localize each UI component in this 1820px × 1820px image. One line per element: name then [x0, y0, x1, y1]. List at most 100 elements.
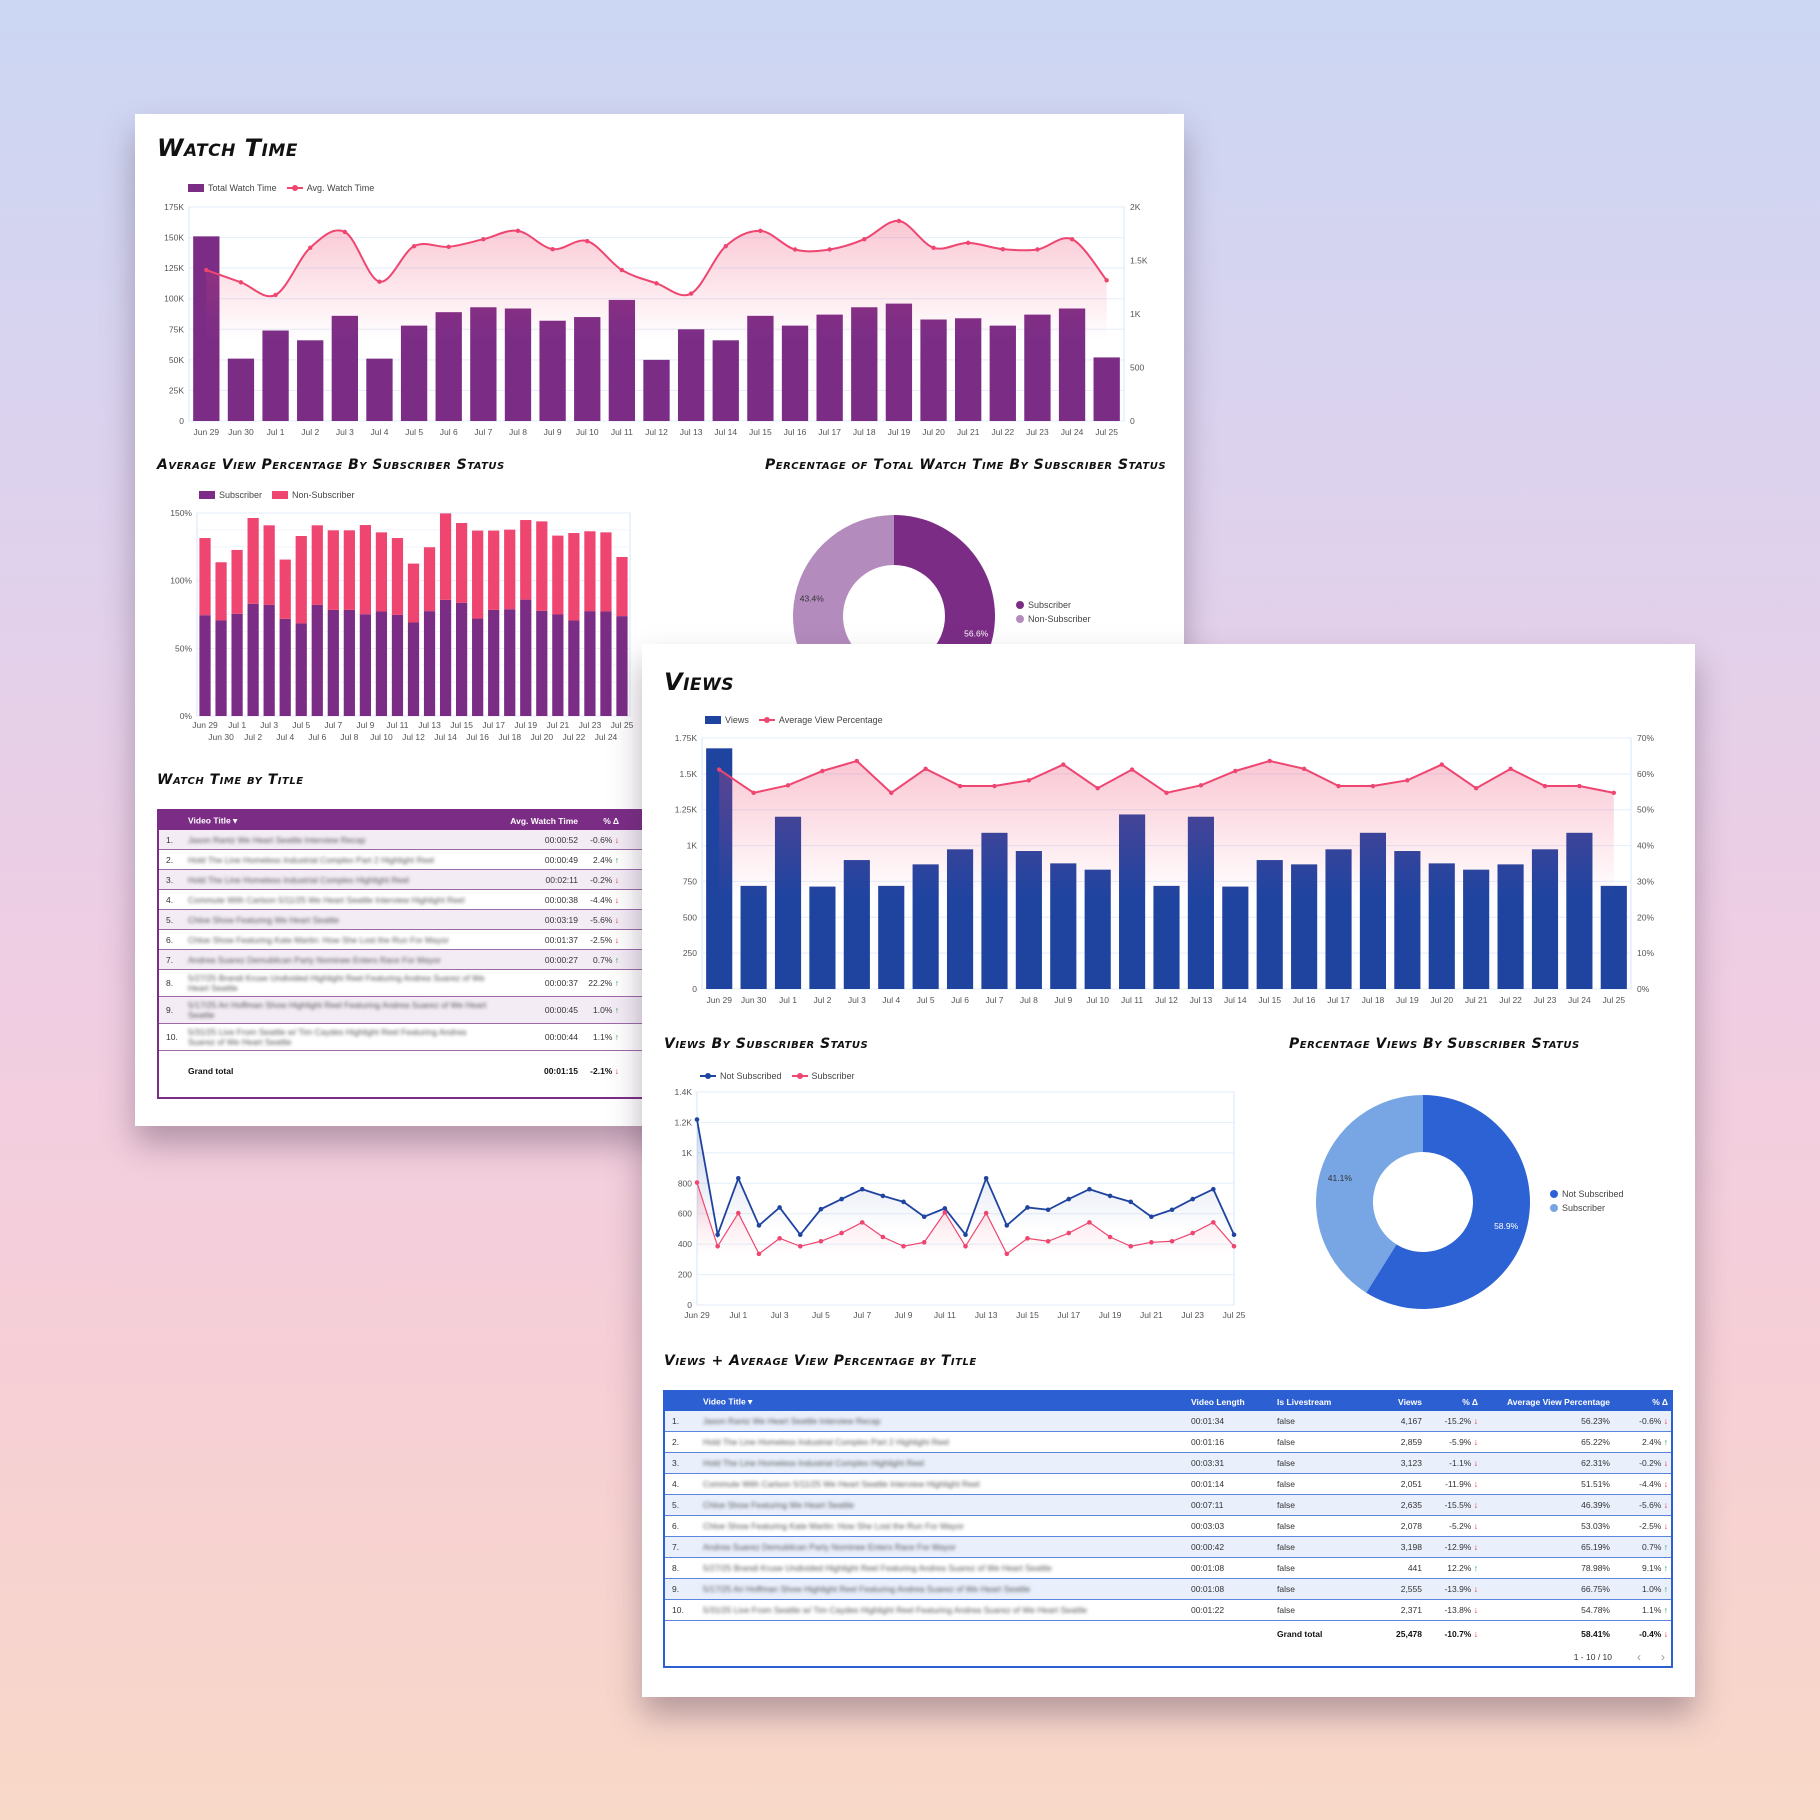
line-point — [942, 1210, 948, 1215]
avp-value: 46.39% — [1581, 1500, 1610, 1510]
video-title[interactable]: 5/27/25 Brandi Kruse Undivided Highlight… — [703, 1563, 1052, 1573]
x-tick-label: Jul 22 — [991, 427, 1014, 437]
x-tick-label: Jun 29 — [194, 427, 220, 437]
column-header-views[interactable]: Views — [1398, 1396, 1422, 1407]
column-header-video-title[interactable]: Video Title ▾ — [188, 815, 238, 825]
views-delta: -1.1% ↓ — [1449, 1458, 1478, 1468]
chevron-right-icon[interactable]: › — [1661, 1650, 1665, 1664]
legend-item-total-watch-time[interactable]: Total Watch Time — [188, 183, 277, 193]
column-header-views-delta[interactable]: % Δ — [1462, 1396, 1478, 1407]
x-tick-label: Jul 16 — [466, 732, 489, 742]
table-row[interactable]: 2. Hold The Line Homeless Industrial Comp… — [665, 1432, 1671, 1453]
delta-value: -15.2% — [1444, 1416, 1472, 1426]
row-number: 8. — [166, 978, 174, 988]
video-title[interactable]: Hold The Line Homeless Industrial Comple… — [188, 874, 409, 885]
line-point — [777, 1236, 782, 1241]
table-row[interactable]: 7. Andrea Suarez Demublican Party Nominee… — [665, 1537, 1671, 1558]
video-title[interactable]: Commute With Carlson 5/11/25 We Heart Se… — [703, 1479, 980, 1489]
video-title[interactable]: Chloe Show Featuring We Heart Seattle — [188, 914, 340, 925]
legend-item-avg-watch-time[interactable]: Avg. Watch Time — [286, 183, 374, 193]
legend-label: Average View Percentage — [778, 715, 883, 725]
video-title[interactable]: Chloe Show Featuring Kate Martin: How Sh… — [703, 1521, 964, 1531]
video-title[interactable]: Jason Rantz We Heart Seattle Interview R… — [188, 834, 366, 845]
table-row[interactable]: 4. Commute With Carlson 5/11/25 We Heart … — [665, 1474, 1671, 1495]
x-tick-label: Jul 21 — [957, 427, 980, 437]
x-tick-label: Jul 1 — [779, 995, 797, 1005]
table-row[interactable]: 8. 5/27/25 Brandi Kruse Undivided Highlig… — [665, 1558, 1671, 1579]
line-point — [654, 281, 659, 286]
legend-item-views[interactable]: Views — [705, 715, 749, 725]
chevron-left-icon[interactable]: ‹ — [1637, 1650, 1641, 1664]
column-header-avp[interactable]: Average View Percentage — [1506, 1396, 1610, 1407]
video-title[interactable]: Jason Rantz We Heart Seattle Interview R… — [703, 1416, 881, 1426]
views-legend: Views Average View Percentage — [705, 715, 883, 725]
line-point — [1211, 1220, 1216, 1225]
arrow-down-icon: ↓ — [1473, 1584, 1478, 1594]
stacked-bar-segment — [215, 562, 227, 621]
video-title[interactable]: Chloe Show Featuring We Heart Seattle — [703, 1500, 855, 1510]
delta-value: 2.4% — [593, 854, 613, 865]
line-point — [1045, 1207, 1051, 1213]
video-title[interactable]: Hold The Line Homeless Industrial Comple… — [188, 854, 434, 865]
video-title[interactable]: 5/17/25 Ari Hoffman Show Highlight Reel … — [703, 1584, 1031, 1594]
x-tick-label: Jul 20 — [922, 427, 945, 437]
legend-item-avp[interactable]: Average View Percentage — [758, 715, 883, 725]
video-title[interactable]: Andrea Suarez Demublican Party Nominee E… — [188, 954, 441, 965]
column-header-is-livestream[interactable]: Is Livestream — [1277, 1396, 1332, 1407]
legend-item-subscriber[interactable]: Subscriber — [1550, 1203, 1624, 1213]
video-title[interactable]: Hold The Line Homeless Industrial Comple… — [703, 1458, 924, 1468]
x-tick-label: Jul 24 — [595, 732, 618, 742]
video-title[interactable]: 5/17/25 Ari Hoffman Show Highlight Reel … — [188, 1000, 487, 1020]
y-tick-label: 0 — [687, 1300, 692, 1310]
table-row[interactable]: 10. 5/31/25 Live From Seattle w/ Tim Cayd… — [665, 1600, 1671, 1621]
row-number: 1. — [166, 834, 174, 845]
video-title[interactable]: Andrea Suarez Demublican Party Nominee E… — [703, 1542, 956, 1552]
legend-item-subscriber[interactable]: Subscriber — [1016, 600, 1091, 610]
line-point — [896, 218, 902, 224]
table-row[interactable]: 3. Hold The Line Homeless Industrial Comp… — [665, 1453, 1671, 1474]
legend-item-non-subscriber[interactable]: Non-Subscriber — [1016, 614, 1091, 624]
column-header-video-length[interactable]: Video Length — [1191, 1396, 1245, 1407]
legend-item-not-subscribed[interactable]: Not Subscribed — [1550, 1189, 1624, 1199]
line-point — [1004, 1223, 1010, 1228]
is-livestream: false — [1277, 1563, 1295, 1573]
table-row[interactable]: 9. 5/17/25 Ari Hoffman Show Highlight Ree… — [665, 1579, 1671, 1600]
video-title[interactable]: 5/27/25 Brandi Kruse Undivided Highlight… — [188, 973, 485, 993]
arrow-down-icon: ↓ — [1473, 1605, 1478, 1615]
x-tick-label: Jul 2 — [244, 732, 262, 742]
line-point — [694, 1117, 700, 1122]
avp-value: 53.03% — [1581, 1521, 1610, 1531]
line-point — [515, 228, 521, 234]
video-title[interactable]: 5/31/25 Live From Seattle w/ Tim Caydes … — [703, 1605, 1087, 1615]
video-title[interactable]: Commute With Carlson 5/11/25 We Heart Se… — [188, 894, 465, 905]
column-header-delta[interactable]: % Δ — [603, 815, 619, 826]
column-header-avg-watch-time[interactable]: Avg. Watch Time — [510, 815, 578, 826]
line-point — [901, 1243, 906, 1249]
x-tick-label: Jul 3 — [336, 427, 354, 437]
row-number: 5. — [672, 1500, 680, 1510]
x-tick-label: Jul 1 — [729, 1310, 747, 1320]
arrow-down-icon: ↓ — [1473, 1416, 1478, 1426]
column-header-video-title[interactable]: Video Title ▾ — [703, 1396, 753, 1406]
table-row[interactable]: 1. Jason Rantz We Heart Seattle Interview… — [665, 1411, 1671, 1432]
delta-value: -15.5% — [1444, 1500, 1472, 1510]
views-delta: -12.9% ↓ — [1444, 1542, 1478, 1552]
y-right-tick-label: 30% — [1637, 876, 1654, 886]
column-header-avp-delta[interactable]: % Δ — [1652, 1396, 1668, 1407]
stacked-bar-segment — [375, 532, 388, 612]
legend-item-non-subscriber[interactable]: Non-Subscriber — [272, 490, 355, 500]
legend-item-subscriber[interactable]: Subscriber — [199, 490, 262, 500]
legend-item-not-subscribed[interactable]: Not Subscribed — [700, 1071, 782, 1081]
x-tick-label: Jul 9 — [895, 1310, 913, 1320]
video-title[interactable]: 5/31/25 Live From Seattle w/ Tim Caydes … — [188, 1027, 467, 1047]
video-title[interactable]: Hold The Line Homeless Industrial Comple… — [703, 1437, 949, 1447]
stacked-bar-segment — [455, 602, 468, 716]
video-title[interactable]: Chloe Show Featuring Kate Martin: How Sh… — [188, 934, 449, 945]
y-tick-label: 50K — [169, 355, 184, 365]
legend-item-subscriber[interactable]: Subscriber — [791, 1071, 855, 1081]
table-row[interactable]: 5. Chloe Show Featuring We Heart Seattle 0… — [665, 1495, 1671, 1516]
line-point — [983, 1175, 989, 1181]
stacked-bar-segment — [600, 611, 612, 716]
watch-time-donut-legend: Subscriber Non-Subscriber — [1016, 600, 1091, 624]
table-row[interactable]: 6. Chloe Show Featuring Kate Martin: How … — [665, 1516, 1671, 1537]
